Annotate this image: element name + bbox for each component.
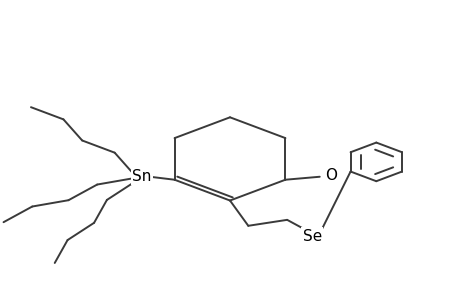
Text: Sn: Sn	[132, 169, 151, 184]
Text: Se: Se	[302, 229, 321, 244]
Text: O: O	[325, 168, 336, 183]
